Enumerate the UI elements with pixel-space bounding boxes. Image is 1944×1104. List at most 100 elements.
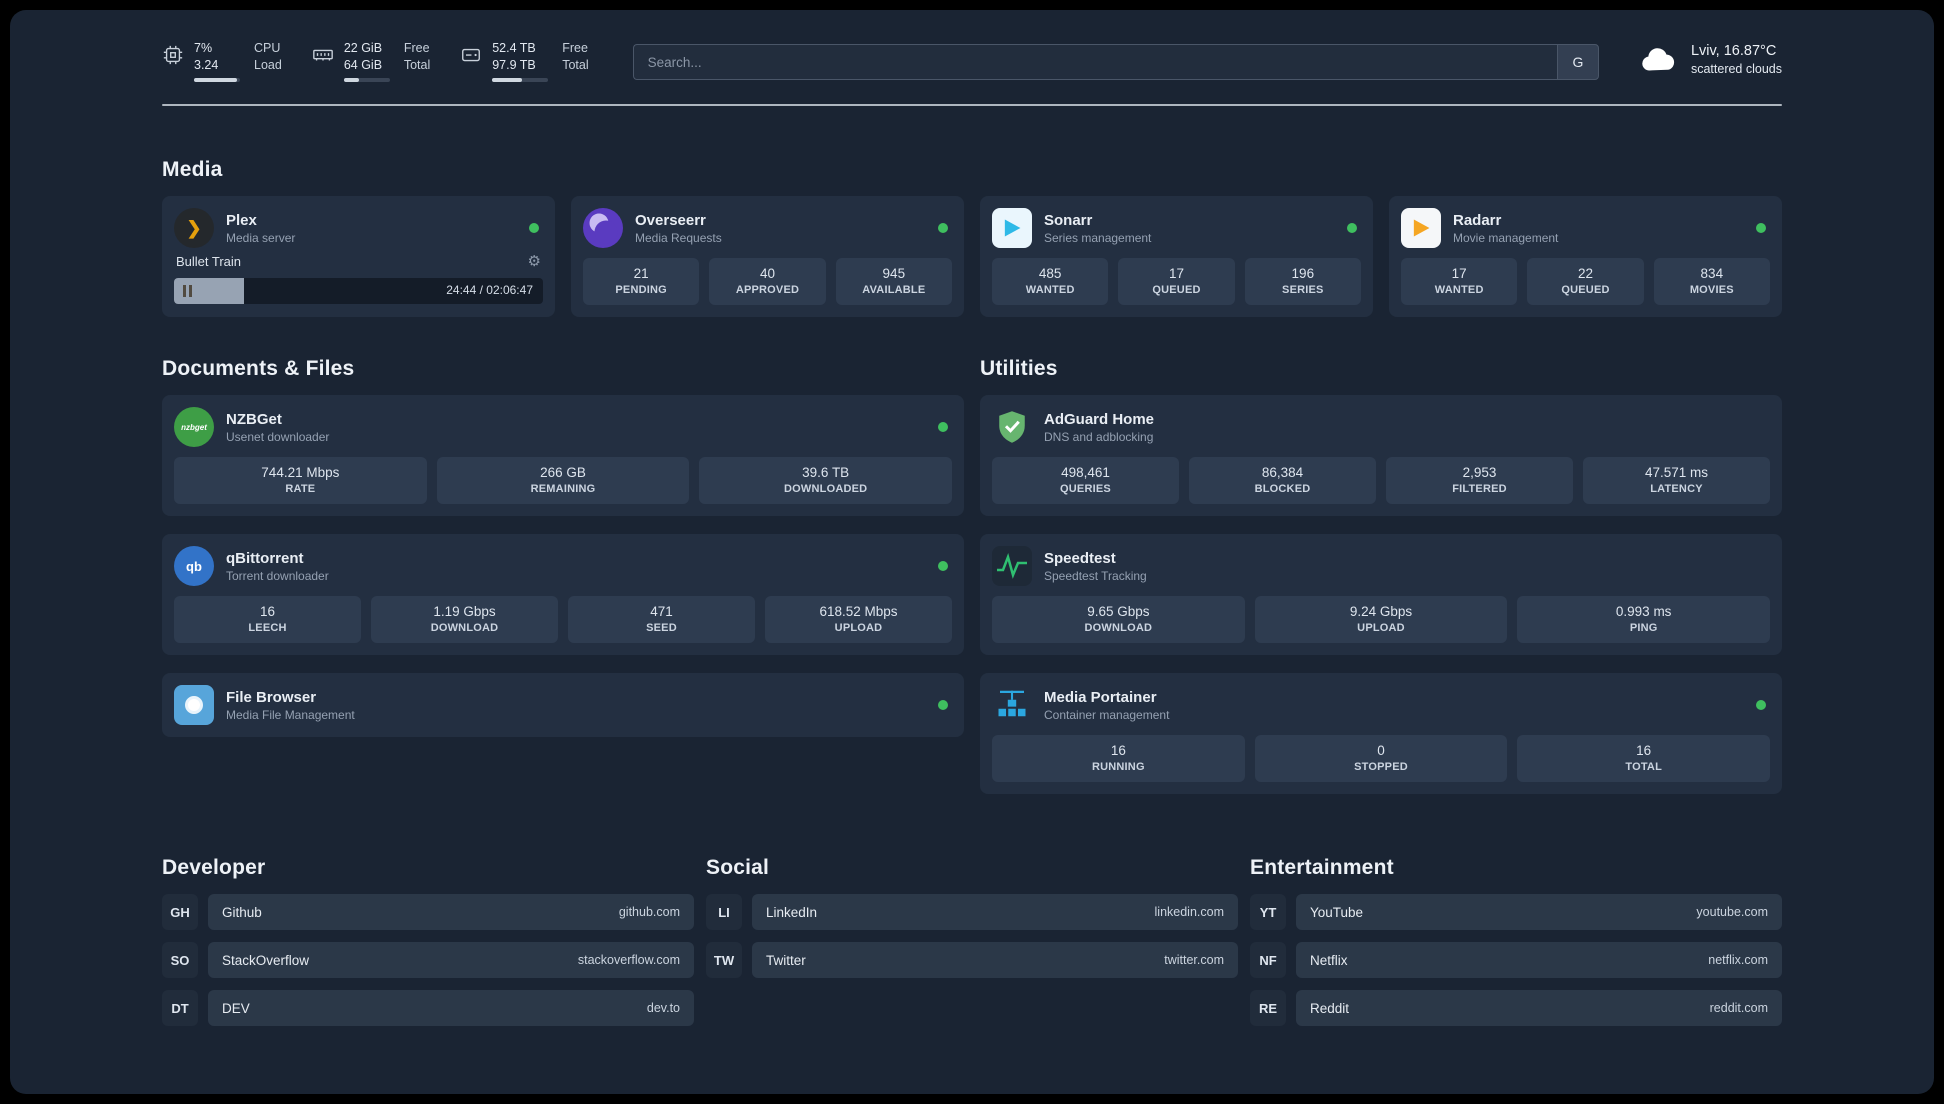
stat-tile: 485 WANTED	[992, 258, 1109, 305]
search-bar: G	[632, 44, 1599, 80]
section-documents: Documents & Files nzbget NZBGet Usenet d…	[162, 357, 964, 794]
app-name: Radarr	[1453, 211, 1502, 229]
stat-tile: 266 GB REMAINING	[436, 457, 690, 504]
stat-tile: 196 SERIES	[1244, 258, 1361, 305]
stat-tile: 9.24 Gbps UPLOAD	[1254, 596, 1508, 643]
stat-tile: 22 QUEUED	[1527, 258, 1644, 305]
bookmark-github[interactable]: GH Github github.com	[162, 894, 694, 930]
app-card-filebrowser[interactable]: File Browser Media File Management	[162, 673, 964, 737]
playback-seek-bar[interactable]: 24:44 / 02:06:47	[174, 278, 543, 304]
search-input[interactable]	[632, 44, 1557, 80]
section-title-entertainment: Entertainment	[1250, 856, 1394, 879]
playback-time: 24:44 / 02:06:47	[446, 283, 533, 297]
disk-label-2: Total	[562, 58, 589, 72]
app-card-nzbget[interactable]: nzbget NZBGet Usenet downloader 744.21 M…	[162, 395, 964, 516]
app-name: Speedtest	[1044, 549, 1116, 567]
bookmark-name: Github	[222, 904, 262, 920]
stat-tile: 744.21 Mbps RATE	[174, 457, 427, 504]
ram-bar	[343, 78, 390, 82]
sonarr-icon	[992, 208, 1032, 248]
cpu-bar	[194, 78, 240, 82]
bookmark-twitter[interactable]: TW Twitter twitter.com	[706, 942, 1238, 978]
app-name: Plex	[226, 211, 257, 229]
bookmark-reddit[interactable]: RE Reddit reddit.com	[1250, 990, 1782, 1026]
status-dot	[938, 422, 948, 432]
qbittorrent-icon: qb	[174, 546, 214, 586]
bookmark-url: linkedin.com	[1154, 905, 1224, 919]
stat-tile: 945 AVAILABLE	[835, 258, 952, 305]
section-media: Media ❯ Plex Media server Bullet Train	[162, 158, 1782, 317]
app-subtitle: Torrent downloader	[226, 568, 329, 583]
ram-label-1: Free	[403, 41, 430, 55]
stat-tile: 21 PENDING	[583, 258, 700, 305]
disk-bar	[492, 78, 549, 82]
app-card-overseerr[interactable]: Overseerr Media Requests 21 PENDING 40 A…	[571, 196, 964, 317]
cpu-usage: 7%	[194, 41, 213, 55]
app-name: File Browser	[226, 688, 317, 706]
app-card-plex[interactable]: ❯ Plex Media server Bullet Train ⚙	[162, 196, 555, 317]
app-card-qbittorrent[interactable]: qb qBittorrent Torrent downloader 16 LEE…	[162, 534, 964, 655]
bookmark-name: Reddit	[1310, 1000, 1350, 1016]
app-name: AdGuard Home	[1044, 410, 1155, 428]
filebrowser-icon	[174, 685, 214, 725]
section-title-documents: Documents & Files	[162, 357, 355, 380]
section-utilities: Utilities AdGuard Home	[980, 357, 1782, 794]
app-card-radarr[interactable]: Radarr Movie management 17 WANTED 22 QUE…	[1389, 196, 1782, 317]
bookmark-url: github.com	[618, 905, 680, 919]
bookmark-name: LinkedIn	[766, 904, 818, 920]
bookmark-youtube[interactable]: YT YouTube youtube.com	[1250, 894, 1782, 930]
gear-icon[interactable]: ⚙	[527, 253, 541, 270]
now-playing-title: Bullet Train	[176, 253, 242, 269]
bookmark-url: twitter.com	[1164, 953, 1224, 967]
reddit-icon: RE	[1250, 990, 1286, 1026]
disk-free: 52.4 TB	[492, 41, 536, 55]
app-card-adguard[interactable]: AdGuard Home DNS and adblocking 498,461 …	[980, 395, 1782, 516]
header-divider	[162, 104, 1782, 106]
bookmark-url: netflix.com	[1708, 953, 1768, 967]
stat-tile: 498,461 QUERIES	[992, 457, 1179, 504]
bookmark-dev[interactable]: DT DEV dev.to	[162, 990, 694, 1026]
github-icon: GH	[162, 894, 198, 930]
app-card-speedtest[interactable]: Speedtest Speedtest Tracking 9.65 Gbps D…	[980, 534, 1782, 655]
stat-tile: 39.6 TB DOWNLOADED	[699, 457, 953, 504]
status-dot	[1347, 223, 1357, 233]
ram-icon	[312, 40, 334, 71]
app-name: Sonarr	[1044, 211, 1093, 229]
bookmark-stackoverflow[interactable]: SO StackOverflow stackoverflow.com	[162, 942, 694, 978]
app-subtitle: DNS and adblocking	[1044, 429, 1154, 444]
cpu-widget: 7% 3.24 CPU Load	[162, 40, 282, 82]
speedtest-icon	[992, 546, 1032, 586]
dev-icon: DT	[162, 990, 198, 1026]
stat-tile: 17 WANTED	[1401, 258, 1518, 305]
disk-widget: 52.4 TB 97.9 TB Free Total	[460, 40, 589, 82]
app-subtitle: Media server	[226, 230, 296, 245]
stat-tile: 16 TOTAL	[1517, 735, 1771, 782]
system-metrics: 7% 3.24 CPU Load	[162, 40, 589, 82]
top-bar: 7% 3.24 CPU Load	[162, 10, 1782, 82]
bookmark-url: youtube.com	[1696, 905, 1768, 919]
stat-tile: 1.19 Gbps DOWNLOAD	[371, 596, 558, 643]
pause-icon[interactable]	[183, 285, 192, 297]
ram-free: 22 GiB	[343, 41, 383, 55]
app-name: Overseerr	[635, 211, 706, 229]
portainer-icon	[992, 685, 1032, 725]
bookmark-name: Twitter	[766, 952, 806, 968]
status-dot	[938, 561, 948, 571]
twitter-icon: TW	[706, 942, 742, 978]
app-name: Media Portainer	[1044, 688, 1157, 706]
weather-widget: Lviv, 16.87°C scattered clouds	[1639, 42, 1782, 78]
youtube-icon: YT	[1250, 894, 1286, 930]
bookmark-linkedin[interactable]: LI LinkedIn linkedin.com	[706, 894, 1238, 930]
app-card-sonarr[interactable]: Sonarr Series management 485 WANTED 17 Q…	[980, 196, 1373, 317]
stat-tile: 86,384 BLOCKED	[1189, 457, 1376, 504]
app-subtitle: Media File Management	[226, 707, 355, 722]
ram-total: 64 GiB	[343, 58, 383, 72]
stat-tile: 0 STOPPED	[1254, 735, 1508, 782]
search-engine-button[interactable]: G	[1556, 44, 1599, 80]
app-name: NZBGet	[226, 410, 282, 428]
app-subtitle: Movie management	[1453, 230, 1559, 245]
bookmark-netflix[interactable]: NF Netflix netflix.com	[1250, 942, 1782, 978]
stat-tile: 471 SEED	[568, 596, 755, 643]
app-card-portainer[interactable]: Media Portainer Container management 16 …	[980, 673, 1782, 794]
app-subtitle: Speedtest Tracking	[1044, 568, 1147, 583]
